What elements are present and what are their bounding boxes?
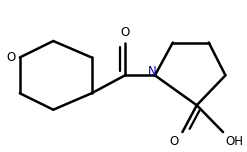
Text: OH: OH — [226, 135, 244, 148]
Text: O: O — [170, 135, 179, 148]
Text: N: N — [148, 65, 157, 78]
Text: O: O — [120, 26, 130, 39]
Text: O: O — [7, 51, 16, 64]
